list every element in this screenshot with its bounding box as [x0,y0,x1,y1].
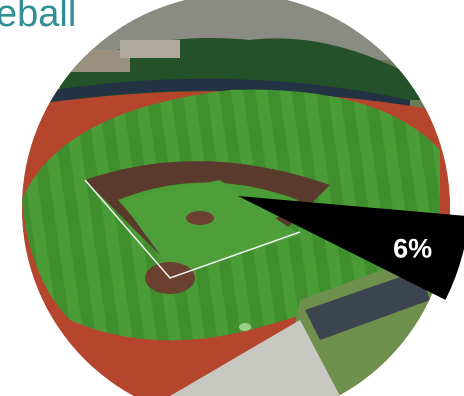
pie-slice [238,196,464,300]
slice-label: 6% [393,234,432,264]
heading: eball [0,0,76,35]
